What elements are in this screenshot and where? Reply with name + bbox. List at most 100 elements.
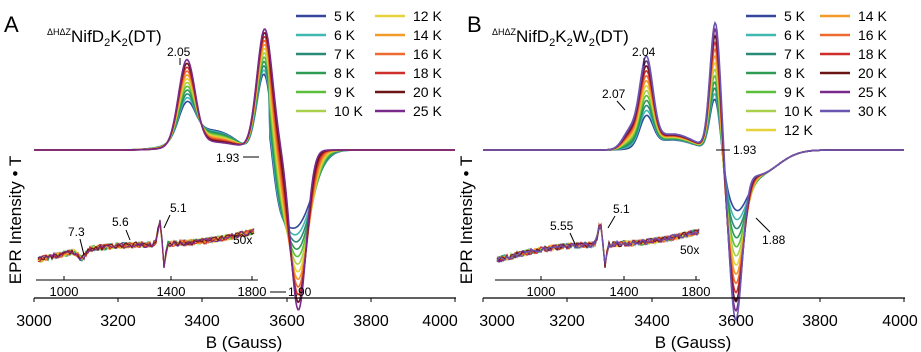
legend-entry: 9 K: [334, 84, 356, 100]
x-tick-label: 3800: [802, 313, 838, 330]
legend-entry: 10 K: [334, 103, 363, 119]
panel-a-title-part: (DT): [128, 27, 162, 46]
legend-entry: 16 K: [858, 27, 887, 43]
panel-b-inset-scale: 50x: [680, 243, 699, 257]
panel-a-label: A: [4, 12, 19, 37]
g-value-annotation: 2.07: [602, 87, 626, 101]
panel-a-title-part: NifD: [71, 27, 104, 46]
annotation-leader: [607, 215, 616, 229]
panel-b-title-part: K: [555, 27, 567, 46]
legend-entry: 9 K: [784, 84, 806, 100]
legend-entry: 8 K: [784, 65, 806, 81]
g-value-annotation: 1.93: [216, 151, 240, 165]
panel-b-x-label: B (Gauss): [655, 333, 732, 352]
legend-entry: 16 K: [413, 46, 442, 62]
series-line: [34, 73, 455, 230]
legend-entry: 8 K: [334, 65, 356, 81]
annotation-leader: [569, 232, 576, 245]
panel-b-legend: 5 K 6 K 7 K 8 K 9 K 10 K 12 K 14 K 16 K 18 K 20 K 2…: [746, 8, 887, 138]
panel-b-inset-lines: [496, 221, 700, 268]
panel-b: B ΔHΔZNifD2K2W2(DT) 1000 1400 1800 50x 5…: [457, 8, 918, 352]
inset-annotation: 7.3: [68, 225, 85, 239]
g-value-annotation: 2.04: [632, 45, 656, 59]
panel-b-title-part: (DT): [595, 27, 629, 46]
legend-entry: 7 K: [784, 46, 806, 62]
inset-annotation: 5.55: [550, 219, 574, 233]
series-line: [483, 54, 904, 276]
panel-b-title: ΔHΔZNifD2K2W2(DT): [492, 27, 629, 49]
x-tick-label: 3000: [479, 313, 515, 330]
annotation-leader: [755, 217, 771, 233]
x-tick-label: 3600: [269, 313, 305, 330]
series-line: [34, 35, 455, 296]
series-line: [483, 27, 904, 313]
panel-a-series-lines: [34, 28, 455, 311]
series-line: [483, 74, 904, 248]
panel-a-x-label: B (Gauss): [206, 333, 283, 352]
x-tick-label: 3200: [100, 313, 136, 330]
inset-line: [496, 227, 700, 263]
panel-a: A ΔHΔZNifD2K2(DT) 1000 1400 1800 50x 7.3…: [4, 8, 458, 352]
panel-a-title: ΔHΔZNifD2K2(DT): [47, 27, 162, 49]
legend-entry: 6 K: [784, 27, 806, 43]
panel-a-title-sup: ΔHΔZ: [47, 27, 72, 37]
inset-annotation: 5.6: [112, 215, 129, 229]
panel-a-y-label: EPR Intensity • T: [6, 156, 25, 284]
panel-a-title-part: K: [110, 27, 122, 46]
panel-b-title-sub: 2: [589, 37, 595, 49]
series-line: [34, 60, 455, 251]
annotation-leader: [125, 229, 131, 241]
legend-entry: 20 K: [858, 65, 887, 81]
x-tick-label: 3600: [718, 313, 754, 330]
series-line: [483, 33, 904, 303]
annotation-leader: [163, 214, 171, 229]
inset-tick-label: 1000: [527, 284, 556, 299]
panel-b-title-sup: ΔHΔZ: [492, 27, 517, 37]
x-tick-label: 4000: [882, 313, 918, 330]
inset-tick-label: 1400: [157, 284, 186, 299]
x-tick-label: 3800: [353, 313, 389, 330]
x-tick-label: 3000: [16, 313, 52, 330]
panel-a-title-sub: 2: [122, 37, 128, 49]
series-line: [483, 81, 904, 239]
annotation-leader: [79, 238, 85, 256]
g-value-annotation: 1.93: [733, 143, 757, 157]
panel-b-label: B: [467, 12, 482, 37]
panel-b-y-label: EPR Intensity • T: [457, 156, 476, 284]
series-line: [34, 69, 455, 236]
inset-tick-label: 1400: [610, 284, 639, 299]
legend-entry: 6 K: [334, 27, 356, 43]
panel-a-inset-lines: [37, 219, 255, 269]
panel-a-inset-scale: 50x: [233, 233, 252, 247]
panel-b-title-part: W: [573, 27, 589, 46]
series-line: [483, 21, 904, 322]
legend-entry: 18 K: [858, 46, 887, 62]
g-value-annotation: 1.90: [288, 285, 312, 299]
legend-entry: 14 K: [413, 27, 442, 43]
g-value-annotation: 2.05: [167, 45, 191, 59]
series-line: [34, 28, 455, 311]
panel-b-title-part: NifD: [516, 27, 549, 46]
x-tick-label: 3200: [549, 313, 585, 330]
legend-entry: 5 K: [334, 8, 356, 24]
panel-a-title-sub: 2: [104, 37, 110, 49]
inset-annotation: 5.1: [170, 201, 187, 215]
legend-entry: 10 K: [784, 103, 813, 119]
series-line: [483, 68, 904, 257]
x-tick-label: 4000: [422, 313, 458, 330]
legend-entry: 5 K: [784, 8, 806, 24]
series-line: [483, 93, 904, 221]
panel-a-legend: 5 K 6 K 7 K 8 K 9 K 10 K 12 K 14 K 16 K 18 K 20 K 2…: [296, 8, 442, 119]
inset-tick-label: 1800: [238, 284, 267, 299]
series-line: [483, 98, 904, 212]
inset-line: [37, 220, 255, 269]
panel-b-series-lines: [483, 21, 904, 322]
inset-tick-label: 1000: [50, 284, 79, 299]
legend-entry: 12 K: [413, 8, 442, 24]
panel-b-title-sub: 2: [549, 37, 555, 49]
legend-entry: 30 K: [858, 103, 887, 119]
inset-annotation: 5.1: [613, 202, 630, 216]
legend-entry: 12 K: [784, 122, 813, 138]
legend-entry: 7 K: [334, 46, 356, 62]
